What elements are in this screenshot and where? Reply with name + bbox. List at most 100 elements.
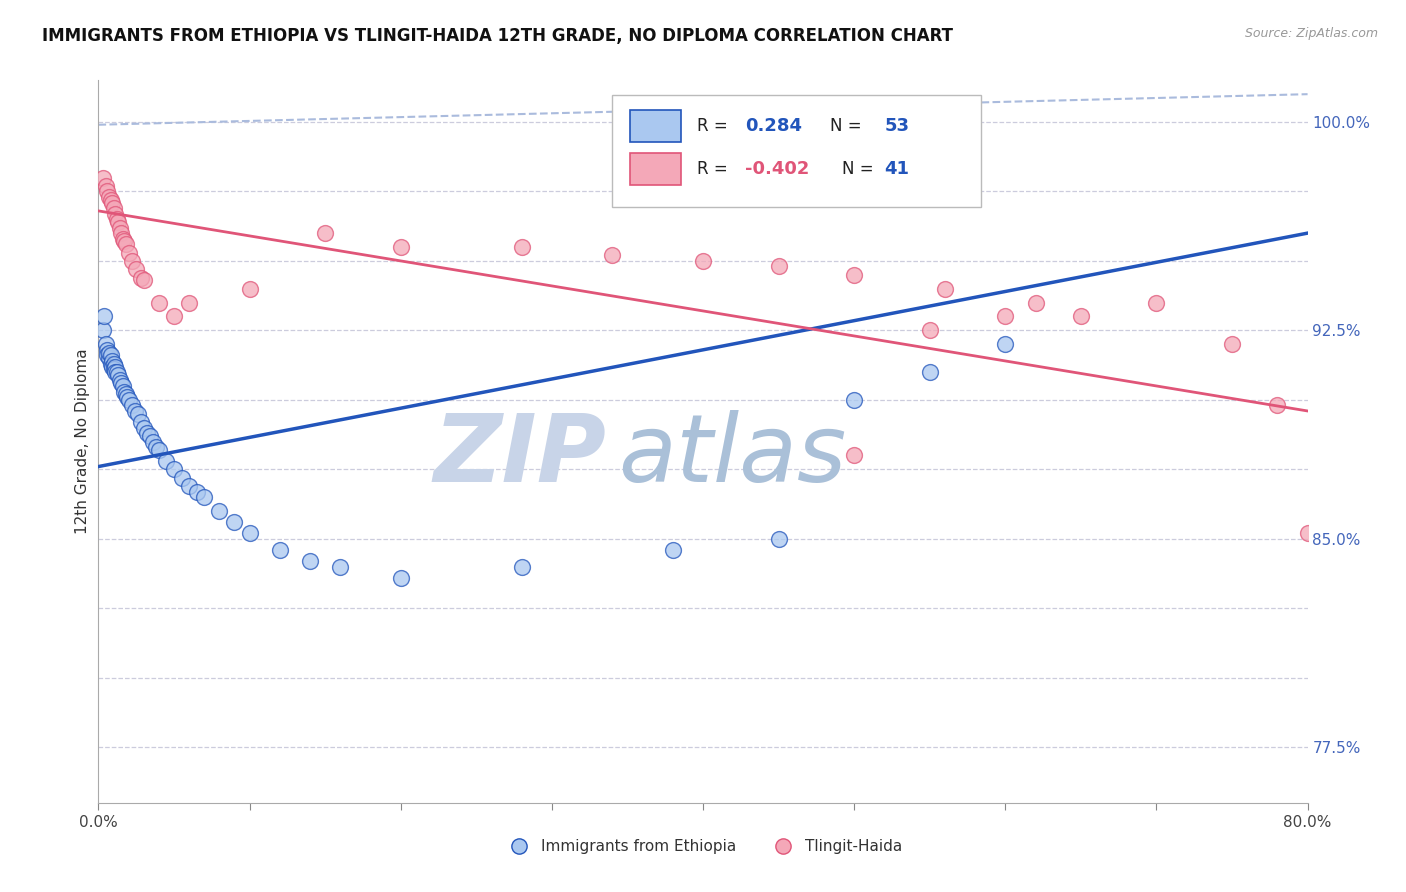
FancyBboxPatch shape — [613, 95, 981, 207]
Point — [1024, 295, 1046, 310]
Point — [98, 351, 121, 366]
Point — [96, 343, 118, 357]
Point — [100, 348, 122, 362]
Point — [269, 542, 291, 557]
Legend: Immigrants from Ethiopia, Tlingit-Haida: Immigrants from Ethiopia, Tlingit-Haida — [498, 833, 908, 860]
Point — [112, 235, 135, 249]
Point — [1296, 526, 1319, 541]
Point — [105, 212, 128, 227]
Point — [692, 254, 714, 268]
Point — [98, 345, 121, 359]
Text: IMMIGRANTS FROM ETHIOPIA VS TLINGIT-HAIDA 12TH GRADE, NO DIPLOMA CORRELATION CHA: IMMIGRANTS FROM ETHIOPIA VS TLINGIT-HAID… — [42, 27, 953, 45]
Point — [104, 359, 127, 374]
Point — [103, 362, 125, 376]
Point — [108, 373, 131, 387]
Point — [110, 226, 132, 240]
Point — [844, 392, 866, 407]
Point — [96, 348, 118, 362]
Point — [101, 354, 124, 368]
Point — [135, 426, 157, 441]
Point — [239, 282, 262, 296]
Point — [994, 337, 1017, 351]
Point — [98, 190, 121, 204]
Point — [239, 526, 262, 541]
Point — [108, 220, 131, 235]
Point — [844, 268, 866, 282]
Point — [661, 542, 683, 557]
Point — [934, 282, 956, 296]
Point — [142, 434, 165, 449]
Text: 53: 53 — [884, 117, 910, 135]
Point — [107, 215, 129, 229]
Point — [100, 357, 122, 371]
Text: -0.402: -0.402 — [745, 161, 810, 178]
Point — [163, 462, 186, 476]
Point — [389, 571, 412, 585]
Point — [112, 384, 135, 399]
Point — [768, 532, 790, 546]
Point — [1267, 398, 1289, 412]
Point — [163, 310, 186, 324]
Text: R =: R = — [697, 161, 733, 178]
Point — [145, 440, 167, 454]
FancyBboxPatch shape — [630, 153, 682, 185]
FancyBboxPatch shape — [630, 110, 682, 142]
Point — [101, 359, 124, 374]
Point — [132, 273, 155, 287]
Text: N =: N = — [842, 161, 873, 178]
Point — [510, 559, 533, 574]
Point — [104, 365, 127, 379]
Point — [94, 337, 117, 351]
Point — [100, 193, 122, 207]
Point — [125, 262, 148, 277]
Point — [124, 404, 146, 418]
Y-axis label: 12th Grade, No Diploma: 12th Grade, No Diploma — [75, 349, 90, 534]
Point — [94, 178, 117, 193]
Text: atlas: atlas — [619, 410, 846, 501]
Point — [768, 260, 790, 274]
Point — [111, 232, 134, 246]
Point — [132, 420, 155, 434]
Point — [299, 554, 322, 568]
Text: 41: 41 — [884, 161, 910, 178]
Point — [121, 254, 143, 268]
Point — [314, 226, 336, 240]
Point — [121, 398, 143, 412]
Point — [103, 201, 125, 215]
Point — [105, 365, 128, 379]
Point — [103, 357, 125, 371]
Point — [118, 392, 141, 407]
Point — [114, 237, 136, 252]
Point — [139, 429, 162, 443]
Point — [148, 442, 170, 457]
Text: N =: N = — [830, 117, 862, 135]
Point — [389, 240, 412, 254]
Point — [148, 295, 170, 310]
Point — [170, 470, 193, 484]
Point — [93, 310, 115, 324]
Point — [129, 270, 152, 285]
Point — [110, 376, 132, 391]
Point — [602, 248, 624, 262]
Text: R =: R = — [697, 117, 733, 135]
Text: Source: ZipAtlas.com: Source: ZipAtlas.com — [1244, 27, 1378, 40]
Point — [129, 415, 152, 429]
Point — [179, 295, 201, 310]
Point — [994, 310, 1017, 324]
Point — [118, 245, 141, 260]
Point — [104, 207, 127, 221]
Point — [918, 323, 941, 337]
Point — [329, 559, 352, 574]
Point — [179, 479, 201, 493]
Point — [224, 515, 246, 529]
Point — [101, 195, 124, 210]
Point — [111, 379, 134, 393]
Point — [107, 368, 129, 382]
Point — [1070, 310, 1092, 324]
Point — [510, 240, 533, 254]
Point — [155, 454, 177, 468]
Point — [115, 390, 138, 404]
Point — [91, 170, 114, 185]
Point — [193, 490, 215, 504]
Text: ZIP: ZIP — [433, 410, 606, 502]
